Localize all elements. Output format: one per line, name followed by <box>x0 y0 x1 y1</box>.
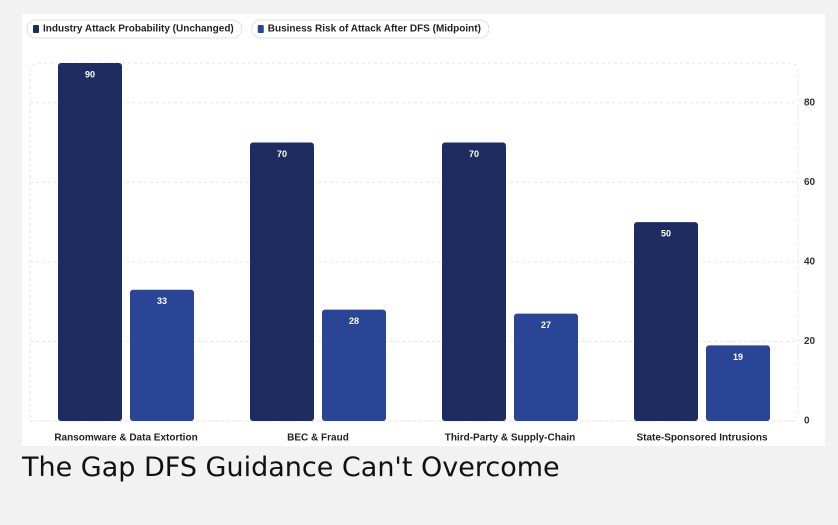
value-label: 90 <box>85 69 95 79</box>
bar <box>514 313 578 421</box>
bar <box>706 345 770 421</box>
legend-pill <box>251 19 490 39</box>
y-tick-label: 80 <box>804 97 816 108</box>
value-label: 28 <box>349 316 359 326</box>
chart: 0 20 40 60 80 Industry Attack Probability (Un… <box>22 14 825 446</box>
bar <box>250 142 314 422</box>
y-tick-label: 20 <box>804 336 816 347</box>
x-tick-label: Third-Party & Supply-Chain <box>445 433 576 444</box>
y-tick-label: 0 <box>804 416 810 427</box>
legend-swatch <box>33 25 39 33</box>
value-label: 70 <box>277 149 287 159</box>
x-tick-label: State-Sponsored Intrusions <box>636 433 768 444</box>
value-label: 27 <box>541 320 551 330</box>
y-tick-label: 60 <box>804 177 816 188</box>
value-label: 19 <box>733 352 743 362</box>
value-label: 70 <box>469 149 479 159</box>
legend-label: Industry Attack Probability (Unchanged) <box>43 24 234 35</box>
legend-swatch <box>257 25 264 33</box>
bar <box>130 289 194 421</box>
value-label: 50 <box>661 228 671 238</box>
x-tick-label: BEC & Fraud <box>287 433 349 444</box>
chart-title: The Gap DFS Guidance Can't Overcome <box>22 452 560 483</box>
bar <box>322 309 386 421</box>
bar <box>442 142 506 422</box>
bar <box>58 63 122 421</box>
legend-label: Business Risk of Attack After DFS (Midpo… <box>268 24 481 35</box>
bar <box>634 222 698 421</box>
x-tick-label: Ransomware & Data Extortion <box>54 433 197 444</box>
value-label: 33 <box>157 296 167 306</box>
legend-pill <box>26 19 243 39</box>
y-tick-label: 40 <box>804 257 816 268</box>
